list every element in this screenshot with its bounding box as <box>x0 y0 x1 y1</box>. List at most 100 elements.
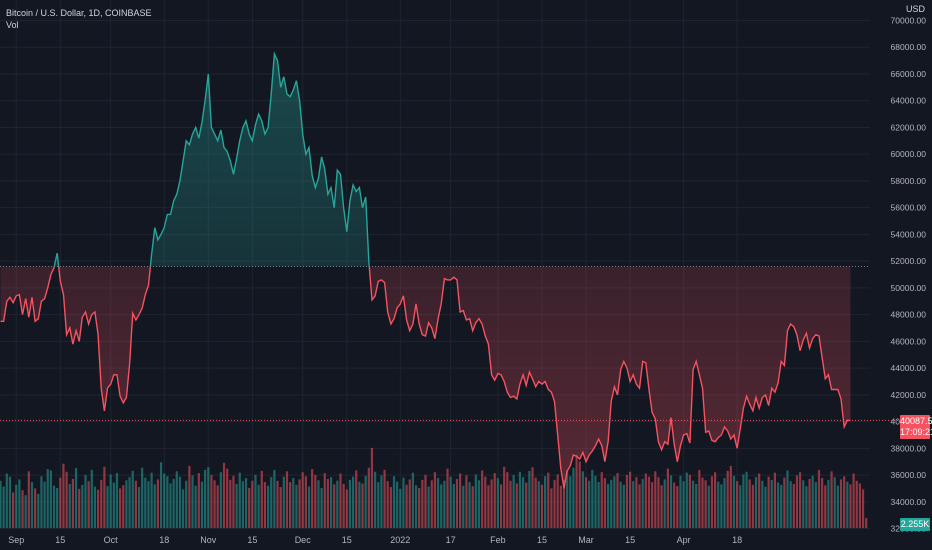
volume-bar <box>424 474 427 528</box>
volume-bar <box>496 478 499 528</box>
volume-bar <box>244 478 248 528</box>
volume-bar <box>87 481 90 528</box>
volume-bar <box>106 486 109 528</box>
volume-bar <box>792 483 795 528</box>
volume-bar <box>515 483 518 528</box>
volume-bar <box>669 475 673 528</box>
y-tick-label: 60000.00 <box>891 149 927 159</box>
volume-bar <box>767 476 770 528</box>
volume-bar <box>430 480 433 528</box>
volume-bar <box>833 477 836 528</box>
y-tick-label: 52000.00 <box>891 256 927 266</box>
x-tick-label: 15 <box>342 535 352 545</box>
volume-bar <box>5 473 8 528</box>
volume-bar <box>103 466 106 528</box>
volume-bar <box>443 480 446 528</box>
x-tick-label: 17 <box>446 535 456 545</box>
symbol-title[interactable]: Bitcoin / U.S. Dollar, 1D, COINBASE <box>6 8 152 18</box>
volume-bar <box>131 470 134 528</box>
volume-bar <box>808 478 811 528</box>
volume-bar <box>553 479 556 528</box>
volume-bar <box>320 487 323 528</box>
volume-bar <box>701 477 704 528</box>
volume-bar <box>481 470 484 528</box>
volume-bar <box>122 485 125 528</box>
volume-bar <box>345 489 348 528</box>
volume-bar <box>606 483 610 528</box>
volume-bar <box>852 473 855 528</box>
volume-bar <box>156 479 159 528</box>
volume-bar <box>8 476 12 528</box>
volume-bar <box>824 485 827 528</box>
volume-bars <box>0 447 868 528</box>
volume-bar <box>285 471 289 528</box>
volume-bar <box>229 479 232 528</box>
volume-bar <box>348 479 352 528</box>
price-line-below <box>0 266 851 489</box>
volume-bar <box>81 484 84 528</box>
volume-bar <box>591 469 594 528</box>
volume-bar <box>651 482 654 528</box>
y-tick-label: 68000.00 <box>891 42 927 52</box>
last-price-tag: 40087.56 17:09:21 <box>900 415 932 439</box>
volume-bar <box>339 473 342 528</box>
volume-bar <box>377 482 380 528</box>
volume-bar <box>830 471 833 528</box>
volume-bar <box>71 478 75 528</box>
area-fill-below <box>0 266 851 489</box>
x-tick-label: 15 <box>625 535 635 545</box>
volume-bar <box>540 484 544 528</box>
volume-bar <box>153 484 156 528</box>
y-tick-label: 46000.00 <box>891 336 927 346</box>
price-axis[interactable]: 70000.00 68000.00 66000.00 64000.00 62000.00… <box>891 16 927 534</box>
volume-bar <box>647 476 651 528</box>
volume-bar <box>175 471 178 528</box>
volume-bar <box>150 472 153 528</box>
volume-bar <box>134 480 137 528</box>
volume-bar <box>666 468 669 528</box>
volume-bar <box>21 490 24 528</box>
x-tick-label: Oct <box>104 535 119 545</box>
volume-bar <box>93 486 97 528</box>
baseline-area <box>0 51 851 489</box>
volume-bar <box>323 473 326 528</box>
volume-bar <box>402 477 405 528</box>
volume-bar <box>405 484 408 528</box>
volume-bar <box>550 488 553 528</box>
volume-bar <box>342 483 345 528</box>
volume-bar <box>141 467 144 528</box>
volume-bar <box>836 485 839 528</box>
currency-label[interactable]: USD <box>905 4 925 14</box>
volume-bar <box>748 479 751 528</box>
volume-bar <box>493 473 496 528</box>
volume-indicator-label[interactable]: Vol <box>6 20 19 30</box>
x-tick-label: 2022 <box>390 535 410 545</box>
volume-bar <box>713 472 717 528</box>
volume-bar <box>802 480 805 528</box>
volume-bar <box>682 481 685 528</box>
volume-bar <box>185 480 188 528</box>
volume-bar <box>282 476 285 528</box>
volume-bar <box>471 486 474 528</box>
volume-bar <box>754 477 758 528</box>
volume-bar <box>736 481 739 528</box>
volume-bar <box>181 489 185 528</box>
volume-bar <box>688 474 692 528</box>
chart-legend: Bitcoin / U.S. Dollar, 1D, COINBASE Vol <box>6 7 152 31</box>
time-axis[interactable]: Sep 15 Oct 18 Nov 15 Dec 15 2022 17 Feb 15 Mar 15 Apr 1… <box>8 535 742 545</box>
volume-bar <box>707 485 710 528</box>
volume-bar <box>78 488 81 528</box>
volume-bar <box>84 474 87 528</box>
volume-bar <box>663 479 666 528</box>
volume-bar <box>270 477 273 528</box>
volume-bar <box>216 485 219 528</box>
volume-bar <box>619 481 622 528</box>
volume-bar <box>68 483 71 528</box>
volume-bar <box>584 477 588 528</box>
volume-bar <box>24 495 27 528</box>
volume-bar <box>62 463 65 528</box>
volume-bar <box>776 482 780 528</box>
x-tick-label: Feb <box>490 535 506 545</box>
volume-bar <box>559 485 562 528</box>
